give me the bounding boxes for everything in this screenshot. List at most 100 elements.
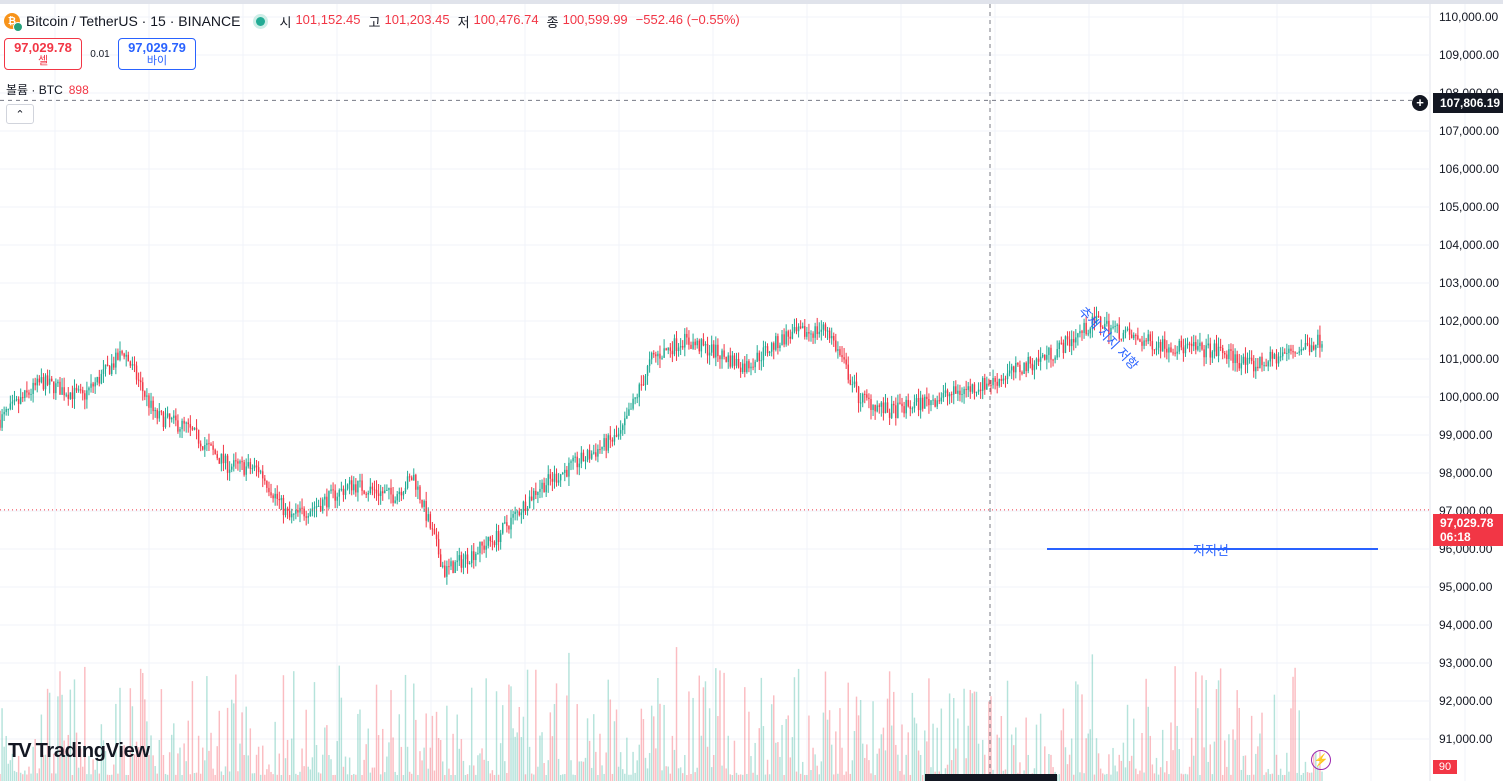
volume-bar [36,773,38,781]
last-price-label: 97,029.78 06:18 [1433,514,1503,546]
volume-bar [206,676,208,781]
candle-body [512,514,514,518]
volume-bar [479,753,481,781]
volume-bar [415,719,417,781]
volume-bar [576,704,578,781]
candle-body [1224,353,1226,355]
candle-body [313,507,316,509]
candle-body [526,508,529,511]
volume-bar [888,671,891,781]
candle-body [67,394,69,399]
candle-body [158,411,161,419]
volume-bar [24,770,26,781]
volume-bar [82,766,84,781]
lightning-icon[interactable]: ⚡ [1311,750,1331,770]
candle-body [599,449,601,451]
candle-body [628,409,630,416]
volume-bar [394,771,396,781]
candle-body [57,381,59,384]
candle-body [516,511,518,513]
volume-bar [1232,729,1234,781]
sell-button[interactable]: 97,029.78 셀 [4,38,82,70]
volume-bar [653,716,655,781]
candle-body [553,473,556,482]
volume-bar [570,760,572,781]
volume-bar [125,774,127,781]
candle-body [1149,334,1152,342]
buy-button[interactable]: 97,029.79 바이 [118,38,196,70]
volume-bar [619,752,622,781]
volume-bar [646,768,649,781]
volume-bar [413,683,415,781]
volume-bar [110,774,113,781]
candle-body [104,364,107,370]
candle-body [1128,328,1131,335]
symbol-title[interactable]: Bitcoin / TetherUS · 15 · BINANCE [26,13,241,29]
volume-bar [1079,772,1081,781]
volume-bar [48,692,51,781]
candle-body [427,514,429,521]
volume-bar [1035,724,1038,781]
add-alert-icon[interactable]: + [1412,95,1428,111]
volume-legend[interactable]: 볼륨 · BTC 898 [6,81,89,98]
volume-bar [317,772,320,781]
volume-bar [864,757,866,781]
volume-bar [1025,717,1027,781]
candle-body [237,461,239,464]
volume-bar [1114,765,1116,781]
volume-bar [456,714,458,781]
volume-bar [382,728,384,781]
volume-bar [671,735,674,781]
volume-bar [191,681,194,781]
candle-body [133,364,136,366]
volume-bar [967,725,969,781]
candle-body [657,353,659,357]
candle-body [26,390,28,393]
volume-bar [377,735,380,781]
volume-bar [508,684,510,781]
volume-bar [744,687,746,781]
volume-bar [586,718,589,781]
candle-body [1033,364,1036,371]
volume-bar [214,774,216,781]
candle-body [901,403,903,407]
crosshair-price-label: 107,806.19 [1433,93,1503,113]
volume-bar [1027,754,1029,781]
volume-bar [344,756,347,781]
volume-bar [454,774,456,781]
candle-body [137,379,140,381]
candle-body [1277,356,1280,364]
volume-bar [1257,746,1259,781]
volume-bar [433,770,436,781]
candle-body [415,474,417,490]
volume-bar [1302,772,1305,781]
candle-body [34,382,36,386]
volume-bar [1300,774,1303,781]
chevron-up-icon[interactable]: ⌃ [6,104,34,124]
candle-body [259,471,262,473]
volume-bar [408,771,411,781]
candle-body [824,324,827,331]
sell-label: 셀 [37,54,49,67]
buy-label: 바이 [146,54,168,67]
volume-bar [115,703,117,781]
candle-body [410,477,413,481]
candle-body [73,387,76,400]
tradingview-logo[interactable]: TV TradingView [8,740,150,763]
candle-body [315,506,318,508]
candle-body [1004,378,1007,380]
candle-body [1079,331,1081,334]
volume-bar [1207,761,1209,781]
volume-bar [512,728,514,781]
y-tick-label: 107,000.00 [1439,124,1499,138]
candle-body [497,530,500,543]
volume-bar [1133,718,1135,781]
volume-bar [539,735,541,781]
candle-body [557,480,560,483]
candle-body [181,420,183,430]
volume-bar [117,773,119,781]
bitcoin-icon[interactable]: ₿ [4,13,23,32]
candle-body [915,398,918,403]
volume-bar [1050,754,1052,781]
